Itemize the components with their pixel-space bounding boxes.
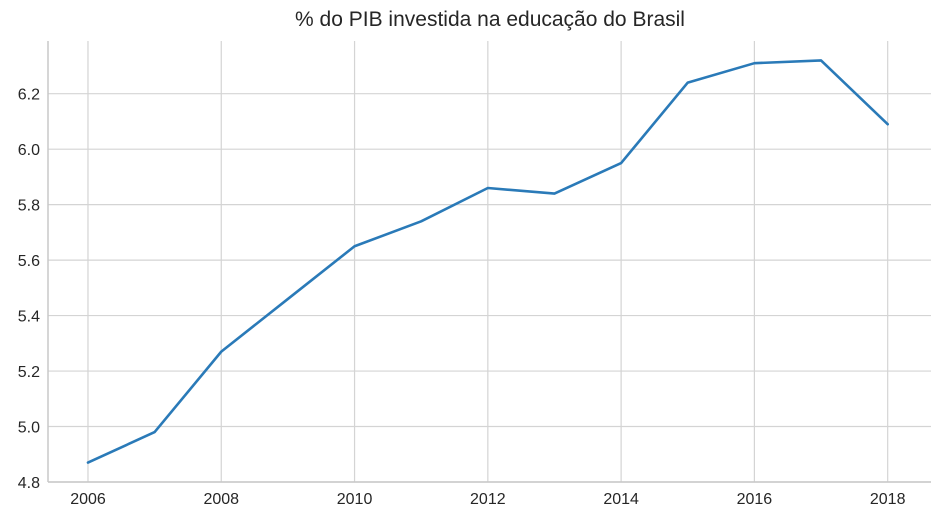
y-tick-label: 5.8 xyxy=(18,198,40,215)
y-tick-label: 5.2 xyxy=(18,364,40,381)
series-line xyxy=(86,59,889,464)
y-tick-label: 5.4 xyxy=(18,309,40,326)
x-tick-label: 2008 xyxy=(203,491,239,508)
axis-layer xyxy=(47,41,931,483)
y-tick-label: 6.2 xyxy=(18,87,40,104)
y-tick-label: 5.0 xyxy=(18,420,40,437)
x-tick-label: 2010 xyxy=(337,491,373,508)
series-layer xyxy=(86,59,889,464)
x-tick-label: 2018 xyxy=(870,491,906,508)
chart-title: % do PIB investida na educação do Brasil xyxy=(295,8,685,31)
x-tick-label: 2016 xyxy=(737,491,773,508)
y-tick-label: 4.8 xyxy=(18,475,40,492)
x-tick-label: 2014 xyxy=(603,491,639,508)
x-tick-label: 2012 xyxy=(470,491,506,508)
y-tick-label: 6.0 xyxy=(18,142,40,159)
y-tick-label: 5.6 xyxy=(18,253,40,270)
grid-layer xyxy=(48,41,931,483)
tick-labels: 4.8 5.0 5.2 5.4 5.6 5.8 6.0 6.2 2006 2008 2010 2012… xyxy=(18,87,906,508)
x-tick-label: 2006 xyxy=(70,491,106,508)
